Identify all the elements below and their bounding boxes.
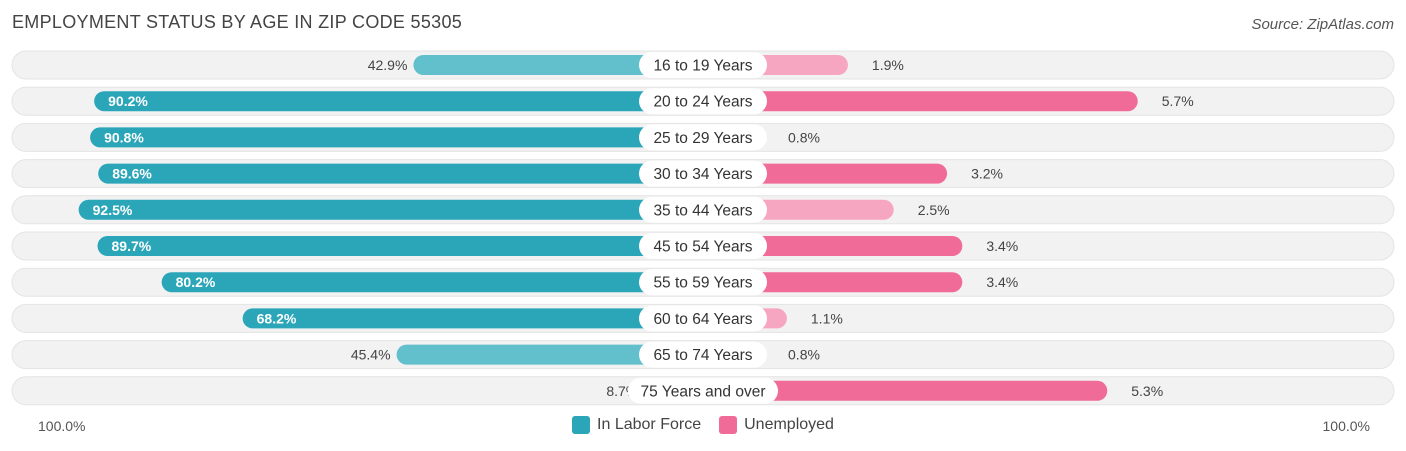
data-label-unemployed: 1.1% <box>811 310 843 326</box>
legend-item-labor-force: In Labor Force <box>572 416 701 434</box>
bar-unemployed <box>703 272 963 293</box>
data-label-unemployed: 5.3% <box>1131 383 1163 399</box>
data-label-labor-force: 90.8% <box>104 129 144 145</box>
data-label-unemployed: 3.2% <box>971 166 1003 182</box>
category-pill <box>639 341 767 368</box>
legend: In Labor Force Unemployed <box>0 416 1406 434</box>
bar-labor-force <box>97 236 703 256</box>
category-pill <box>639 196 767 223</box>
data-label-unemployed: 1.9% <box>872 57 904 73</box>
category-label: 25 to 29 Years <box>653 130 752 147</box>
axis-left-label: 100.0% <box>38 418 86 434</box>
legend-swatch-labor-force <box>572 416 591 434</box>
category-label: 20 to 24 Years <box>653 94 752 111</box>
data-label-unemployed: 3.4% <box>986 238 1018 254</box>
bar-unemployed <box>703 380 1108 401</box>
bar-labor-force <box>98 163 703 184</box>
data-label-labor-force: 45.4% <box>351 347 391 363</box>
data-label-labor-force: 42.9% <box>368 57 408 73</box>
bar-labor-force <box>413 55 703 75</box>
bar-labor-force <box>396 344 703 365</box>
category-pill <box>639 305 767 332</box>
data-label-unemployed: 0.8% <box>788 129 820 145</box>
chart-source: Source: ZipAtlas.com <box>1251 16 1394 33</box>
data-label-unemployed: 2.5% <box>918 202 950 218</box>
bar-labor-force <box>242 308 703 329</box>
category-pill <box>639 233 767 259</box>
category-pill <box>639 160 767 187</box>
data-label-labor-force: 92.5% <box>93 202 133 218</box>
category-label: 55 to 59 Years <box>653 275 752 292</box>
category-pill <box>639 88 767 115</box>
category-pill <box>639 124 767 151</box>
category-label: 30 to 34 Years <box>653 166 752 183</box>
category-label: 35 to 44 Years <box>653 202 752 219</box>
data-label-unemployed: 5.7% <box>1162 93 1194 109</box>
category-pill <box>639 269 767 296</box>
category-label: 16 to 19 Years <box>653 58 752 75</box>
data-label-labor-force: 89.7% <box>112 238 152 254</box>
data-label-unemployed: 3.4% <box>986 274 1018 290</box>
bar-labor-force <box>161 272 703 293</box>
legend-label-unemployed: Unemployed <box>744 416 834 433</box>
data-label-labor-force: 90.2% <box>108 93 148 109</box>
bar-labor-force <box>90 127 704 148</box>
chart-title: EMPLOYMENT STATUS BY AGE IN ZIP CODE 553… <box>12 12 463 32</box>
legend-label-labor-force: In Labor Force <box>597 416 702 433</box>
category-pill <box>628 377 778 404</box>
category-label: 60 to 64 Years <box>653 311 752 328</box>
data-label-unemployed: 0.8% <box>788 347 820 363</box>
legend-swatch-unemployed <box>719 416 738 434</box>
bar-labor-force <box>94 91 703 112</box>
category-label: 45 to 54 Years <box>653 239 752 256</box>
data-label-labor-force: 80.2% <box>176 274 216 290</box>
bar-labor-force <box>78 199 703 220</box>
data-label-labor-force: 89.6% <box>112 166 152 182</box>
bar-unemployed <box>703 236 963 256</box>
axis-right-label: 100.0% <box>1322 418 1370 434</box>
category-label: 75 Years and over <box>641 383 766 400</box>
bar-unemployed <box>703 91 1138 112</box>
category-pill <box>639 52 767 78</box>
data-label-labor-force: 68.2% <box>257 310 297 326</box>
legend-item-unemployed: Unemployed <box>719 416 834 434</box>
category-label: 65 to 74 Years <box>653 347 752 364</box>
